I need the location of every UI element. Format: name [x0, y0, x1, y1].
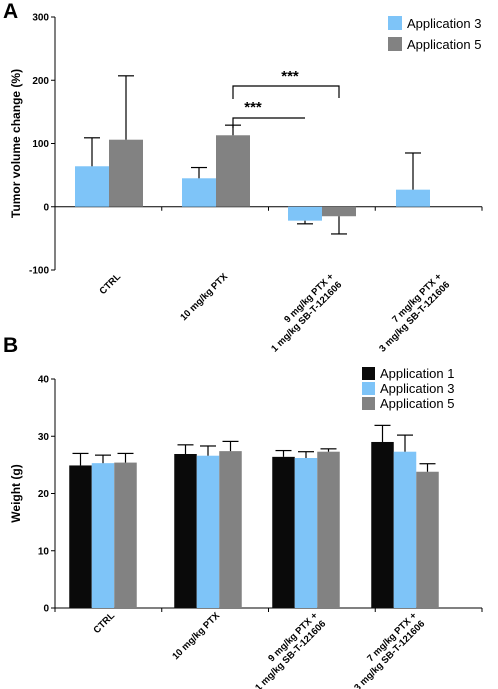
- significance-bracket: [232, 117, 305, 128]
- bar-application-3: [196, 455, 220, 608]
- bar-application-5: [317, 451, 340, 608]
- legend-label: Application 1: [380, 366, 454, 381]
- bar-application-1: [174, 453, 197, 608]
- legend-label: Application 5: [407, 37, 481, 52]
- chart-panel-a: -100 0 100 200 300 Tumor volume change (%) CTR…: [9, 13, 483, 354]
- y-axis-label-a: Tumor volume change (%): [9, 69, 23, 218]
- bar-application-3: [288, 206, 322, 221]
- legend-label: Application 5: [380, 396, 454, 411]
- x-category-label: 9 mg/kg PTX +1 mg/kg SB-T-121606: [261, 271, 344, 354]
- legend-swatch: [362, 382, 375, 395]
- legend-label: Application 3: [407, 16, 481, 31]
- bar-application-5: [322, 206, 356, 217]
- bar-application-3: [393, 451, 417, 608]
- bar-application-5: [109, 139, 143, 207]
- legend-swatch: [388, 16, 402, 30]
- bar-application-1: [272, 456, 295, 608]
- y-tick-label: -100: [29, 266, 49, 277]
- legend-swatch: [362, 367, 375, 380]
- significance-bracket: [232, 85, 340, 99]
- y-tick-label: 0: [43, 604, 49, 615]
- y-axis-label-b: Weight (g): [9, 464, 23, 522]
- bar-application-3: [396, 189, 430, 207]
- panel-letter-a: A: [3, 0, 18, 23]
- bar-application-1: [69, 465, 92, 608]
- x-category-label: CTRL: [97, 271, 123, 297]
- significance-label: ***: [244, 99, 262, 116]
- chart-panel-b: 0 10 20 30 40 Weight (g) CTRL 10 mg/kg PTX 9 mg/…: [9, 366, 483, 689]
- y-tick-label: 300: [32, 13, 49, 24]
- bar-application-3: [91, 463, 115, 608]
- x-category-label: 10 mg/kg PTX: [178, 271, 230, 323]
- x-category-label: 10 mg/kg PTX: [170, 610, 222, 662]
- bar-application-5: [114, 462, 137, 608]
- significance-label: ***: [281, 68, 299, 85]
- bar-application-3: [75, 166, 109, 207]
- bar-application-5: [219, 451, 242, 608]
- y-tick-label: 20: [38, 489, 50, 500]
- y-tick-label: 30: [38, 432, 50, 443]
- legend-label: Application 3: [380, 381, 454, 396]
- x-category-label: 7 mg/kg PTX +3 mg/kg SB-T-121606: [369, 271, 452, 354]
- bar-application-3: [294, 458, 318, 608]
- x-category-label: 9 mg/kg PTX +1 mg/kg SB-T-121606: [245, 610, 328, 689]
- y-tick-label: 200: [32, 76, 49, 87]
- y-tick-label: 0: [43, 202, 49, 213]
- x-category-label: CTRL: [91, 610, 117, 636]
- bar-application-3: [182, 178, 216, 207]
- y-tick-label: 40: [38, 375, 50, 386]
- panel-letter-b: B: [3, 334, 18, 357]
- bar-application-5: [416, 471, 439, 608]
- y-tick-label: 10: [38, 546, 50, 557]
- legend-swatch: [388, 37, 402, 51]
- legend-swatch: [362, 397, 375, 410]
- bar-application-1: [371, 441, 394, 608]
- x-category-label: 7 mg/kg PTX +3 mg/kg SB-T-121606: [344, 610, 427, 689]
- y-tick-label: 100: [32, 139, 49, 150]
- bar-application-5: [216, 135, 250, 207]
